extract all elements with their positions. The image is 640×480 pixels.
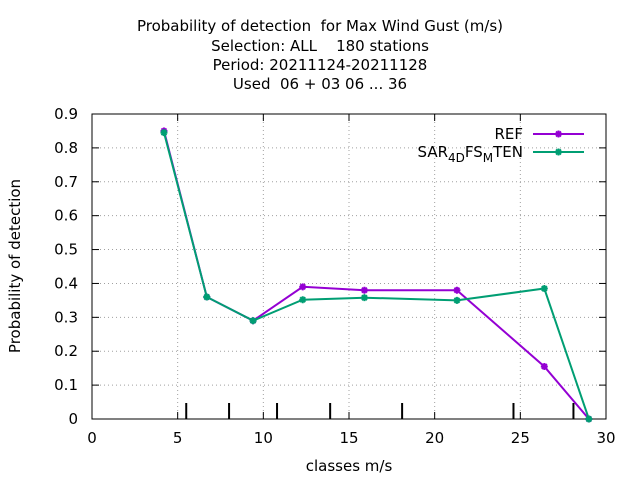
x-tick-label: 10	[254, 429, 273, 447]
title-line-1: Probability of detection for Max Wind Gu…	[136, 17, 504, 35]
grid	[92, 114, 606, 419]
x-axis: 0 5 10 15 20 25 30	[87, 114, 616, 447]
y-tick-label: 0.9	[54, 105, 78, 123]
data-point	[203, 293, 211, 301]
legend-label: SAR4DFSMTEN	[418, 143, 523, 165]
legend-marker	[555, 130, 562, 138]
series-layer	[160, 127, 593, 423]
data-point	[540, 362, 548, 370]
title-line-3: Period: 20211124-20211128	[212, 56, 428, 74]
data-point	[299, 283, 307, 291]
x-tick-label: 20	[425, 429, 444, 447]
x-tick-label: 30	[596, 429, 615, 447]
data-point	[299, 296, 307, 304]
y-tick-label: 0.3	[54, 308, 78, 326]
y-axis-label: Probability of detection	[6, 179, 24, 353]
x-tick-label: 25	[511, 429, 530, 447]
title-line-4: Used 06 + 03 06 ... 36	[232, 75, 408, 93]
series-line	[163, 132, 590, 420]
data-point	[540, 285, 548, 293]
data-point	[160, 129, 168, 137]
data-point	[360, 294, 368, 302]
x-tick-label: 0	[87, 429, 97, 447]
data-point	[249, 317, 257, 325]
x-axis-label: classes m/s	[306, 457, 393, 475]
y-tick-label: 0.1	[54, 376, 78, 394]
data-point	[360, 286, 368, 294]
series-0	[160, 127, 593, 423]
data-point	[453, 286, 461, 294]
data-point	[453, 296, 461, 304]
series-1	[160, 129, 593, 423]
y-tick-label: 0	[68, 410, 78, 428]
y-axis: 0 0.1 0.2 0.3 0.4 0.5 0.6 0.7 0.8 0.9	[54, 105, 606, 428]
y-tick-label: 0.7	[54, 173, 78, 191]
data-point	[585, 415, 593, 423]
series-line	[163, 130, 590, 420]
title-line-2: Selection: ALL 180 stations	[211, 37, 429, 55]
x-tick-label: 15	[339, 429, 358, 447]
class-markers	[185, 403, 575, 419]
y-tick-label: 0.6	[54, 207, 78, 225]
y-tick-label: 0.2	[54, 342, 78, 360]
x-tick-label: 5	[173, 429, 183, 447]
legend-label: REF	[494, 125, 523, 143]
y-tick-label: 0.4	[54, 274, 78, 292]
y-tick-label: 0.8	[54, 139, 78, 157]
y-tick-label: 0.5	[54, 241, 78, 259]
legend-marker	[555, 148, 562, 156]
